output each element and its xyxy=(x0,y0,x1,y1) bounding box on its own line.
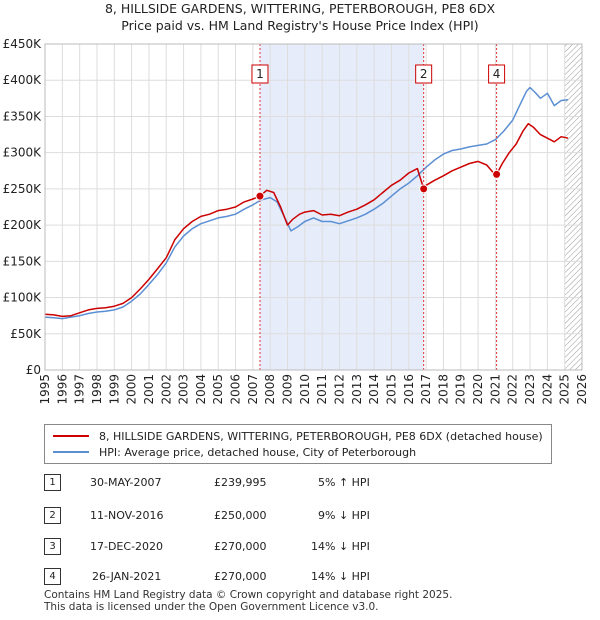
x-tick-label: 1995 xyxy=(38,374,52,405)
x-tick-label: 1998 xyxy=(90,374,104,405)
sale-price: £270,000 xyxy=(214,540,267,553)
x-tick-label: 2007 xyxy=(246,374,260,405)
legend-label-property: 8, HILLSIDE GARDENS, WITTERING, PETERBOR… xyxy=(99,429,543,443)
sale-point-marker xyxy=(419,184,429,194)
x-tick-label: 1999 xyxy=(107,374,121,405)
legend-swatch-hpi xyxy=(53,451,89,453)
forecast-hatch xyxy=(564,44,582,370)
x-tick-label: 1996 xyxy=(55,374,69,405)
sale-date: 30-MAY-2007 xyxy=(90,476,162,489)
sale-point-marker xyxy=(255,191,265,201)
x-tick-label: 2003 xyxy=(177,374,191,405)
x-tick-label: 2017 xyxy=(419,374,433,405)
x-tick-label: 2025 xyxy=(558,374,572,405)
legend-entry-hpi: HPI: Average price, detached house, City… xyxy=(53,444,416,460)
footer-attribution: Contains HM Land Registry data © Crown c… xyxy=(44,589,452,613)
chart-subtitle: Price paid vs. HM Land Registry's House … xyxy=(121,18,479,33)
footer-licence: This data is licensed under the Open Gov… xyxy=(44,601,379,613)
legend-entry-property: 8, HILLSIDE GARDENS, WITTERING, PETERBOR… xyxy=(53,428,543,444)
y-tick-label: £50K xyxy=(10,327,42,341)
x-tick-label: 2013 xyxy=(350,374,364,405)
y-tick-label: £200K xyxy=(3,218,43,232)
x-tick-label: 2015 xyxy=(384,374,398,405)
x-tick-label: 2022 xyxy=(506,374,520,405)
sale-label-box xyxy=(488,64,506,84)
sale-price: £239,995 xyxy=(214,476,267,489)
footer-copyright: Contains HM Land Registry data © Crown c… xyxy=(44,589,453,601)
x-tick-label: 2019 xyxy=(454,374,468,405)
x-tick-label: 2005 xyxy=(211,374,225,405)
x-tick-label: 2011 xyxy=(315,374,329,405)
plot-frame xyxy=(44,43,583,371)
x-tick-label: 2024 xyxy=(540,374,554,405)
y-tick-label: £400K xyxy=(3,73,43,87)
sale-date: 11-NOV-2016 xyxy=(90,509,164,522)
shaded-span xyxy=(259,44,424,370)
sale-number-badge: 4 xyxy=(44,568,61,585)
x-tick-label: 2021 xyxy=(488,374,502,405)
sale-point-marker xyxy=(492,169,502,179)
sale-number-badge: 2 xyxy=(44,507,61,524)
sale-price: £270,000 xyxy=(214,570,267,583)
sale-date: 26-JAN-2021 xyxy=(92,570,162,583)
price-chart: 1 2 4 £0 £50K £100K £150K £200K £250K £300K £350K… xyxy=(3,37,589,405)
sale-label-box xyxy=(415,64,433,84)
sale-number-badge: 3 xyxy=(44,538,61,555)
sale-number-badge: 1 xyxy=(44,474,61,491)
x-tick-label: 2000 xyxy=(125,374,139,405)
x-tick-label: 1997 xyxy=(73,374,87,405)
y-tick-label: £150K xyxy=(3,254,43,268)
sale-hpi-diff: 14% ↓ HPI xyxy=(311,570,370,583)
chart-title: 8, HILLSIDE GARDENS, WITTERING, PETERBOR… xyxy=(104,1,496,16)
sale-label: 4 xyxy=(493,67,501,81)
x-tick-label: 2001 xyxy=(142,374,156,405)
y-tick-label: £100K xyxy=(3,291,43,305)
x-tick-label: 2010 xyxy=(298,374,312,405)
x-tick-label: 2004 xyxy=(194,374,208,405)
x-tick-label: 2014 xyxy=(367,374,381,405)
x-tick-label: 2006 xyxy=(229,374,243,405)
x-tick-label: 2016 xyxy=(402,374,416,405)
y-tick-label: £300K xyxy=(3,146,43,160)
y-tick-label: £350K xyxy=(3,109,43,123)
sale-hpi-diff: 5% ↑ HPI xyxy=(318,476,370,489)
sale-label: 1 xyxy=(256,67,264,81)
x-tick-label: 2026 xyxy=(575,374,589,405)
sale-hpi-diff: 14% ↓ HPI xyxy=(311,540,370,553)
chart-legend: 8, HILLSIDE GARDENS, WITTERING, PETERBOR… xyxy=(44,424,552,464)
y-tick-label: £250K xyxy=(3,182,43,196)
y-tick-label: £450K xyxy=(3,37,43,51)
x-tick-label: 2002 xyxy=(159,374,173,405)
x-tick-label: 2020 xyxy=(471,374,485,405)
x-tick-label: 2012 xyxy=(332,374,346,405)
x-tick-label: 2008 xyxy=(263,374,277,405)
sale-label: 2 xyxy=(420,67,428,81)
sale-label-box xyxy=(251,64,269,84)
x-tick-label: 2023 xyxy=(523,374,537,405)
sale-price: £250,000 xyxy=(214,509,267,522)
y-tick-label: £0 xyxy=(26,363,41,377)
sale-hpi-diff: 9% ↓ HPI xyxy=(318,509,370,522)
chart-title-block: 8, HILLSIDE GARDENS, WITTERING, PETERBOR… xyxy=(0,0,600,34)
sale-date: 17-DEC-2020 xyxy=(90,540,164,553)
x-tick-label: 2018 xyxy=(436,374,450,405)
legend-swatch-property xyxy=(53,435,89,437)
x-tick-label: 2009 xyxy=(281,374,295,405)
series-line-hpi xyxy=(44,86,569,320)
legend-label-hpi: HPI: Average price, detached house, City… xyxy=(99,445,417,459)
